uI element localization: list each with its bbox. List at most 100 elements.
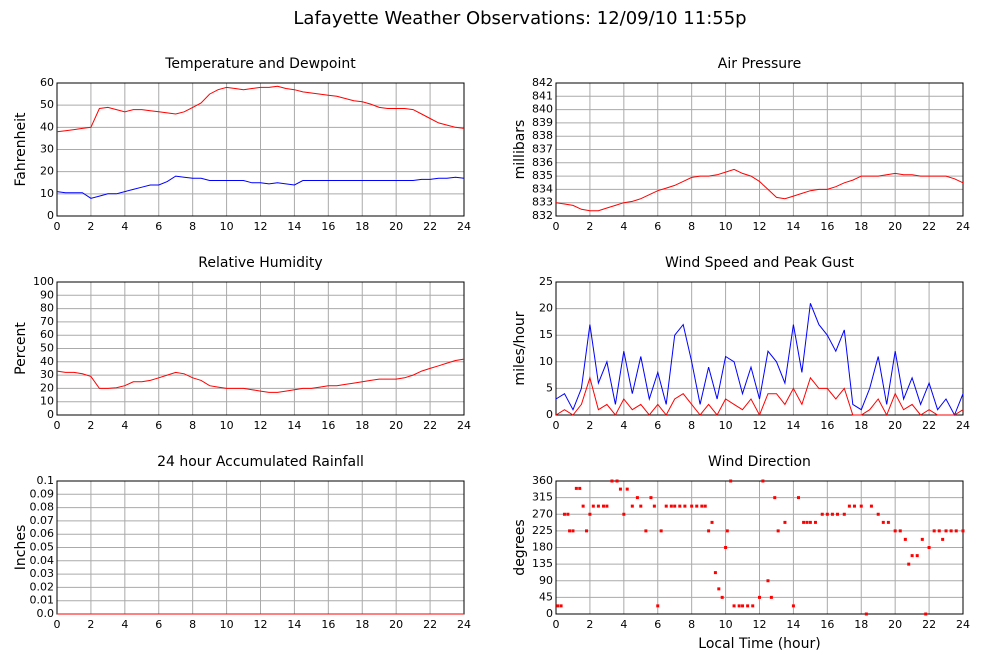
y-tick-label: 60 [40, 328, 54, 341]
y-tick-label: 0 [546, 607, 553, 620]
x-tick-label: 6 [654, 618, 661, 631]
x-tick-label: 20 [389, 220, 403, 233]
y-axis-label: Inches [13, 525, 29, 570]
data-point [937, 529, 941, 533]
data-point [630, 504, 634, 508]
data-point [869, 504, 873, 508]
data-point [615, 479, 619, 483]
data-point [700, 504, 704, 508]
data-point [601, 504, 605, 508]
y-tick-label: 834 [532, 182, 553, 195]
y-tick-label: 360 [532, 474, 553, 487]
data-point [729, 479, 733, 483]
plot-frame [56, 281, 465, 416]
data-line [56, 85, 465, 133]
x-tick-label: 22 [922, 220, 936, 233]
x-tick-label: 12 [254, 220, 268, 233]
x-tick-label: 14 [287, 220, 301, 233]
data-point [944, 529, 948, 533]
x-tick-label: 18 [854, 220, 868, 233]
x-tick-label: 8 [189, 220, 196, 233]
data-point [717, 587, 721, 591]
y-tick-label: 840 [532, 103, 553, 116]
data-line [555, 376, 964, 417]
x-tick-label: 2 [586, 618, 593, 631]
x-tick-label: 2 [586, 220, 593, 233]
data-point [635, 496, 639, 500]
x-tick-label: 2 [87, 419, 94, 432]
x-tick-label: 18 [854, 618, 868, 631]
panel-title: Wind Direction [708, 454, 811, 470]
data-point [741, 604, 745, 608]
x-tick-label: 18 [355, 419, 369, 432]
y-tick-label: 837 [532, 143, 553, 156]
x-tick-label: 2 [87, 618, 94, 631]
x-tick-label: 0 [553, 618, 560, 631]
plot-frame [56, 82, 465, 217]
data-point [903, 537, 907, 541]
data-point [961, 529, 965, 533]
x-tick-label: 20 [888, 618, 902, 631]
x-tick-label: 10 [220, 618, 234, 631]
y-tick-label: 40 [40, 355, 54, 368]
x-tick-label: 16 [820, 419, 834, 432]
x-tick-label: 0 [54, 220, 61, 233]
data-point [724, 546, 728, 549]
panel-title: Wind Speed and Peak Gust [665, 255, 854, 271]
y-axis-label: Percent [13, 322, 29, 375]
y-tick-label: 833 [532, 196, 553, 209]
page-title: Lafayette Weather Observations: 12/09/10… [293, 8, 746, 29]
data-point [683, 504, 687, 508]
y-tick-label: 225 [532, 524, 553, 537]
data-point [852, 504, 856, 508]
y-axis-label: degrees [512, 519, 528, 575]
data-line [56, 358, 465, 393]
data-point [588, 512, 592, 516]
y-tick-label: 30 [40, 368, 54, 381]
y-tick-label: 315 [532, 491, 553, 504]
data-point [695, 504, 699, 508]
data-point [644, 529, 648, 533]
data-point [690, 504, 694, 508]
y-tick-label: 835 [532, 169, 553, 182]
x-tick-label: 14 [287, 419, 301, 432]
y-tick-label: 10 [40, 395, 54, 408]
data-point [669, 504, 673, 508]
data-point [842, 512, 846, 516]
x-tick-label: 0 [553, 220, 560, 233]
x-tick-label: 10 [220, 419, 234, 432]
data-point [732, 604, 736, 608]
data-point [886, 520, 890, 524]
data-line [555, 303, 964, 417]
data-point [893, 529, 897, 533]
x-tick-label: 22 [423, 618, 437, 631]
data-point [836, 512, 840, 516]
data-point [802, 520, 806, 524]
x-tick-label: 24 [457, 419, 471, 432]
x-tick-label: 4 [121, 419, 128, 432]
x-tick-label: 20 [389, 419, 403, 432]
y-axis-label: miles/hour [512, 311, 528, 385]
x-tick-label: 12 [254, 618, 268, 631]
data-point [859, 504, 863, 508]
x-tick-label: 22 [423, 220, 437, 233]
data-point [825, 512, 829, 516]
data-point [725, 529, 729, 533]
x-tick-label: 6 [155, 220, 162, 233]
x-tick-label: 0 [54, 419, 61, 432]
data-point [830, 512, 834, 516]
data-point [556, 604, 560, 608]
data-point [783, 520, 787, 524]
x-tick-label: 16 [321, 419, 335, 432]
x-tick-label: 4 [620, 618, 627, 631]
y-tick-label: 20 [539, 302, 553, 315]
data-point [656, 604, 660, 608]
data-point [773, 496, 777, 500]
y-tick-label: 45 [539, 590, 553, 603]
y-axis-label: Fahrenheit [13, 112, 29, 187]
data-line [555, 168, 964, 212]
y-tick-label: 0.0 [37, 607, 55, 620]
y-tick-label: 40 [40, 120, 54, 133]
data-point [703, 504, 707, 508]
